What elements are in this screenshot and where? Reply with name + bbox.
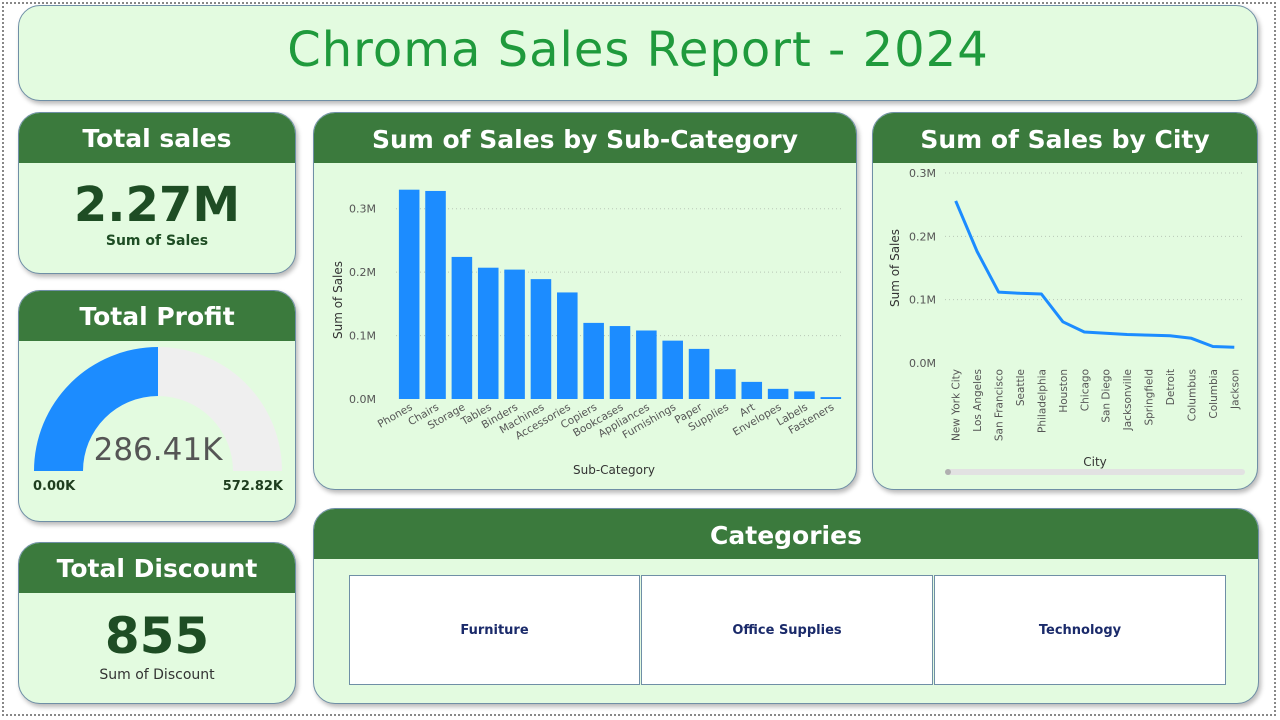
line-x-tick-label: Chicago	[1079, 369, 1091, 411]
bar[interactable]	[741, 381, 763, 399]
line-x-tick-label: San Francisco	[994, 369, 1006, 441]
bar[interactable]	[425, 190, 446, 399]
line-x-tick-label: Seattle	[1015, 369, 1027, 406]
categories-header: Categories	[314, 509, 1258, 559]
subcategory-x-axis-label: Sub-Category	[573, 463, 655, 477]
bar[interactable]	[504, 269, 525, 399]
city-x-axis-label: City	[1083, 455, 1107, 469]
bar-y-tick-label: 0.0M	[349, 393, 376, 406]
bar-y-tick-label: 0.1M	[349, 330, 376, 343]
categories-card: Categories Furniture Office Supplies Tec…	[313, 508, 1259, 704]
line-x-tick-label: Los Angeles	[972, 369, 984, 432]
gauge-value: 286.41K	[94, 432, 223, 468]
gauge-fill	[34, 347, 158, 471]
total-profit-card[interactable]: Total Profit 286.41K 0.00K 572.82K	[18, 290, 296, 522]
city-chart-card[interactable]: Sum of Sales by City 0.0M 0.1M 0.2M 0.3M Ne…	[872, 112, 1258, 490]
line-x-tick-label: Jackson	[1229, 369, 1241, 410]
line-y-tick-label: 0.1M	[909, 294, 936, 307]
profit-gauge: 286.41K 0.00K 572.82K	[33, 347, 284, 494]
bar[interactable]	[794, 391, 815, 399]
page-title: Chroma Sales Report - 2024	[287, 22, 989, 78]
total-discount-label: Sum of Discount	[99, 667, 215, 683]
total-sales-card[interactable]: Total sales 2.27M Sum of Sales	[18, 112, 296, 274]
subcategory-y-axis-label: Sum of Sales	[331, 261, 345, 339]
bar[interactable]	[583, 322, 604, 399]
total-discount-value: 855	[104, 607, 210, 665]
bar[interactable]	[557, 292, 578, 399]
total-discount-header: Total Discount	[19, 543, 295, 593]
line-x-tick-label: Houston	[1058, 369, 1070, 413]
line-x-tick-label: Columbia	[1208, 369, 1220, 419]
city-chart-scrollbar[interactable]	[945, 469, 1245, 475]
category-office-supplies[interactable]: Office Supplies	[641, 575, 933, 685]
line-x-tick-label: Columbus	[1186, 369, 1198, 421]
line-y-tick-label: 0.2M	[909, 230, 936, 243]
total-discount-card[interactable]: Total Discount 855 Sum of Discount	[18, 542, 296, 704]
city-sales-line	[954, 200, 1235, 349]
city-chart-title: Sum of Sales by City	[873, 113, 1257, 163]
title-banner: Chroma Sales Report - 2024	[18, 5, 1258, 101]
bar[interactable]	[530, 279, 552, 399]
line-y-tick-label: 0.3M	[909, 167, 936, 180]
bar[interactable]	[477, 267, 499, 399]
gauge-max-label: 572.82K	[223, 479, 284, 494]
category-furniture[interactable]: Furniture	[349, 575, 640, 685]
line-x-tick-label: Springfield	[1144, 369, 1156, 426]
bar[interactable]	[609, 326, 631, 399]
line-x-tick-label: New York City	[951, 369, 963, 441]
total-profit-header: Total Profit	[19, 291, 295, 341]
bar[interactable]	[767, 388, 789, 399]
scrollbar-handle[interactable]	[945, 469, 951, 475]
total-sales-header: Total sales	[19, 113, 295, 163]
city-line-chart: 0.0M 0.1M 0.2M 0.3M New York City Los Angele…	[888, 167, 1245, 475]
bar[interactable]	[715, 369, 736, 399]
total-sales-value: 2.27M	[73, 177, 241, 233]
city-y-axis-label: Sum of Sales	[888, 229, 902, 307]
bar-y-tick-label: 0.3M	[349, 203, 376, 216]
line-x-tick-label: Detroit	[1165, 369, 1177, 405]
bar[interactable]	[398, 189, 420, 399]
subcategory-chart-title: Sum of Sales by Sub-Category	[314, 113, 856, 163]
line-x-tick-label: Jacksonville	[1122, 369, 1134, 431]
bar-y-tick-label: 0.2M	[349, 266, 376, 279]
bar[interactable]	[688, 348, 710, 399]
gauge-min-label: 0.00K	[33, 479, 76, 494]
line-y-tick-label: 0.0M	[909, 357, 936, 370]
category-technology[interactable]: Technology	[934, 575, 1226, 685]
bar[interactable]	[451, 256, 473, 399]
subcategory-bar-chart: 0.0M0.1M0.2M0.3M PhonesChairsStorageTabl…	[331, 189, 844, 477]
bar[interactable]	[662, 340, 683, 399]
bar[interactable]	[820, 397, 842, 399]
line-x-tick-label: San Diego	[1101, 369, 1113, 423]
total-sales-label: Sum of Sales	[105, 233, 209, 249]
subcategory-chart-card[interactable]: Sum of Sales by Sub-Category 0.0M 0.1M 0.2…	[313, 112, 857, 490]
bar[interactable]	[636, 330, 657, 399]
line-x-tick-label: Philadelphia	[1036, 369, 1048, 433]
